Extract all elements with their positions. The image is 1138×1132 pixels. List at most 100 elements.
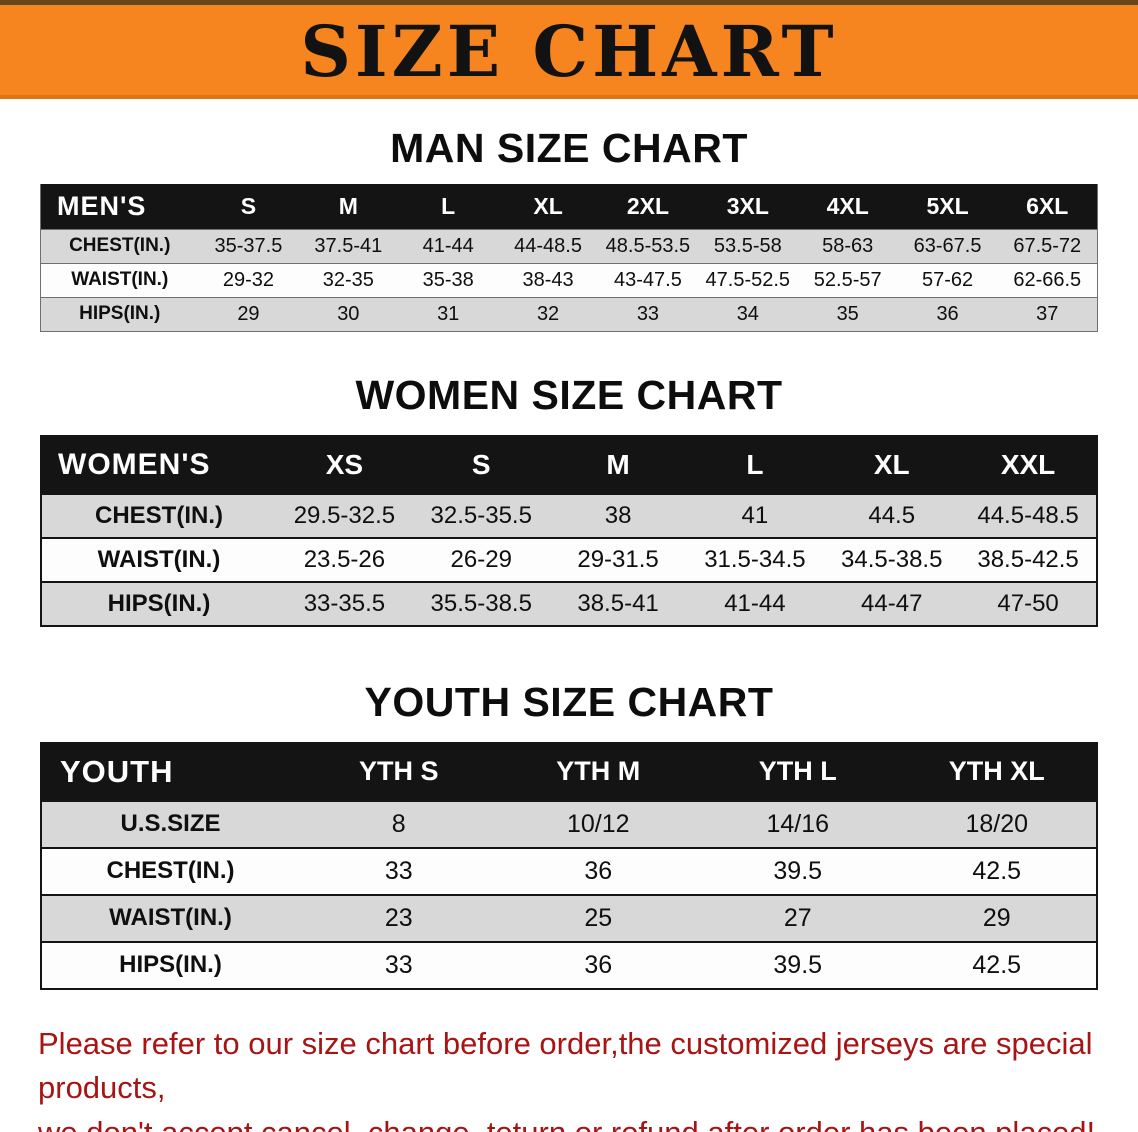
size-value-cell: 10/12 xyxy=(566,809,630,838)
row-label-cell: U.S.SIZE xyxy=(120,810,221,837)
size-value-cell: 32-35 xyxy=(322,268,374,291)
size-header-cell: L xyxy=(686,435,824,494)
size-value-cell: 44.5 xyxy=(868,501,916,529)
size-value-cell: 44-47 xyxy=(861,589,923,617)
size-value-cell: 48.5-53.5 xyxy=(605,234,691,257)
size-value-cell: 39.5 xyxy=(773,950,823,979)
size-value-cell: 67.5-72 xyxy=(1013,234,1082,257)
size-chart-banner: SIZE CHART xyxy=(0,0,1138,99)
measurement-row: CHEST(IN.) 35-37.5 37.5-41 41-44 44-48.5 48.5… xyxy=(40,229,1098,263)
size-value-cell: 29 xyxy=(982,903,1011,932)
size-header-cell: XXL xyxy=(960,435,1097,494)
size-value-cell: 63-67.5 xyxy=(913,234,982,257)
size-value-cell: 8 xyxy=(391,809,406,838)
measurement-row: HIPS(IN.) 33-35.5 35.5-38.5 38.5-41 41-44 44-… xyxy=(41,581,1097,626)
size-header-cell: S xyxy=(198,184,299,229)
size-value-cell: 44-48.5 xyxy=(514,234,582,257)
size-value-cell: 57-62 xyxy=(921,268,974,291)
size-value-cell: 14/16 xyxy=(766,809,830,838)
size-value-cell: 47-50 xyxy=(997,589,1059,617)
size-value-cell: 38 xyxy=(604,501,632,529)
size-header-cell: M xyxy=(549,435,687,494)
row-label-cell: HIPS(IN.) xyxy=(79,303,161,324)
measurement-row: WAIST(IN.) 29-32 32-35 35-38 38-43 43-47.5 47.… xyxy=(40,263,1098,297)
size-value-cell: 31.5-34.5 xyxy=(704,545,806,573)
table-title-cell: MEN'S xyxy=(40,184,199,229)
size-header-cell: M xyxy=(298,184,399,229)
measurement-row: CHEST(IN.) 33 36 39.5 42.5 xyxy=(41,847,1097,895)
table-title-cell: WOMEN'S xyxy=(41,435,276,494)
size-value-cell: 41-44 xyxy=(724,589,786,617)
size-value-cell: 29 xyxy=(237,302,260,325)
size-table: YOUTH YTH S YTH M YTH L YTH XL U.S.SIZE 8 10/12… xyxy=(40,741,1098,990)
size-header-cell: XL xyxy=(823,435,961,494)
men-size-table: MEN'S S M L XL 2XL 3XL 4XL 5XL 6XL CHEST(IN.) 35-37… xyxy=(40,184,1098,332)
size-value-cell: 34.5-38.5 xyxy=(841,545,943,573)
size-header-cell: S xyxy=(412,435,550,494)
measurement-row: HIPS(IN.) 29 30 31 32 33 34 35 36 37 xyxy=(40,297,1098,331)
size-value-cell: 32 xyxy=(536,302,560,325)
size-table-header-row: MEN'S S M L XL 2XL 3XL 4XL 5XL 6XL xyxy=(40,184,1098,229)
row-label-cell: WAIST(IN.) xyxy=(109,904,232,931)
size-table: MEN'S S M L XL 2XL 3XL 4XL 5XL 6XL CHEST(IN.) 35-37… xyxy=(40,184,1098,332)
youth-size-table: YOUTH YTH S YTH M YTH L YTH XL U.S.SIZE 8 10/12… xyxy=(40,741,1098,990)
size-value-cell: 27 xyxy=(783,903,812,932)
size-value-cell: 38.5-41 xyxy=(577,589,659,617)
size-table: WOMEN'S XS S M L XL XXL CHEST(IN.) 29.5-32.5 32.5… xyxy=(40,434,1098,627)
size-value-cell: 36 xyxy=(936,302,959,325)
size-value-cell: 25 xyxy=(584,903,613,932)
size-value-cell: 44.5-48.5 xyxy=(977,501,1079,529)
size-value-cell: 18/20 xyxy=(965,809,1029,838)
size-value-cell: 26-29 xyxy=(450,545,512,573)
size-header-cell: 6XL xyxy=(997,184,1098,229)
men-section-heading: MAN SIZE CHART xyxy=(390,125,748,171)
size-value-cell: 37 xyxy=(1036,302,1059,325)
men-size-chart-section: MAN SIZE CHART MEN'S S M L XL 2XL 3XL 4XL 5XL 6XL… xyxy=(0,125,1138,332)
measurement-row: CHEST(IN.) 29.5-32.5 32.5-35.5 38 41 44.5 44.5… xyxy=(41,493,1097,538)
size-value-cell: 58-63 xyxy=(822,234,874,257)
measurement-row: U.S.SIZE 8 10/12 14/16 18/20 xyxy=(41,800,1097,848)
size-value-cell: 42.5 xyxy=(972,856,1022,885)
size-value-cell: 34 xyxy=(736,302,759,325)
row-label-cell: CHEST(IN.) xyxy=(106,857,235,884)
page-title: SIZE CHART xyxy=(300,10,838,93)
size-value-cell: 41-44 xyxy=(422,234,474,257)
size-value-cell: 33 xyxy=(384,856,413,885)
order-notice: Please refer to our size chart before or… xyxy=(38,1022,1100,1132)
size-header-cell: L xyxy=(398,184,499,229)
row-label-cell: WAIST(IN.) xyxy=(71,269,169,290)
size-value-cell: 52.5-57 xyxy=(813,268,882,291)
size-value-cell: 38.5-42.5 xyxy=(977,545,1079,573)
size-value-cell: 47.5-52.5 xyxy=(705,268,791,291)
youth-section-heading: YOUTH SIZE CHART xyxy=(364,678,774,725)
size-value-cell: 35-37.5 xyxy=(214,234,283,257)
size-header-cell: 4XL xyxy=(797,184,898,229)
measurement-row: WAIST(IN.) 23.5-26 26-29 29-31.5 31.5-34.5 34… xyxy=(41,537,1097,582)
size-value-cell: 32.5-35.5 xyxy=(430,501,532,529)
size-value-cell: 33 xyxy=(384,950,413,979)
size-value-cell: 38-43 xyxy=(522,268,574,291)
measurement-row: WAIST(IN.) 23 25 27 29 xyxy=(41,894,1097,942)
size-value-cell: 36 xyxy=(584,856,613,885)
size-value-cell: 35 xyxy=(836,302,859,325)
size-value-cell: 23.5-26 xyxy=(303,545,386,573)
size-value-cell: 29-32 xyxy=(222,268,275,291)
size-table-header-row: WOMEN'S XS S M L XL XXL xyxy=(41,435,1097,494)
size-value-cell: 33 xyxy=(636,302,660,325)
size-header-cell: 2XL xyxy=(598,184,698,229)
size-header-cell: YTH XL xyxy=(897,742,1097,801)
size-value-cell: 29-31.5 xyxy=(577,545,659,573)
size-value-cell: 33-35.5 xyxy=(303,589,386,617)
size-value-cell: 41 xyxy=(741,501,769,529)
size-value-cell: 62-66.5 xyxy=(1013,268,1082,291)
size-value-cell: 37.5-41 xyxy=(314,234,383,257)
table-title-cell: YOUTH xyxy=(41,742,299,801)
youth-size-chart-section: YOUTH SIZE CHART YOUTH YTH S YTH M YTH L YTH… xyxy=(0,679,1138,990)
women-size-table: WOMEN'S XS S M L XL XXL CHEST(IN.) 29.5-32.5 32.5… xyxy=(40,434,1098,627)
size-header-cell: 3XL xyxy=(697,184,798,229)
size-header-cell: XS xyxy=(276,435,413,494)
row-label-cell: CHEST(IN.) xyxy=(69,235,171,256)
size-value-cell: 36 xyxy=(584,950,613,979)
size-header-cell: YTH L xyxy=(698,742,898,801)
